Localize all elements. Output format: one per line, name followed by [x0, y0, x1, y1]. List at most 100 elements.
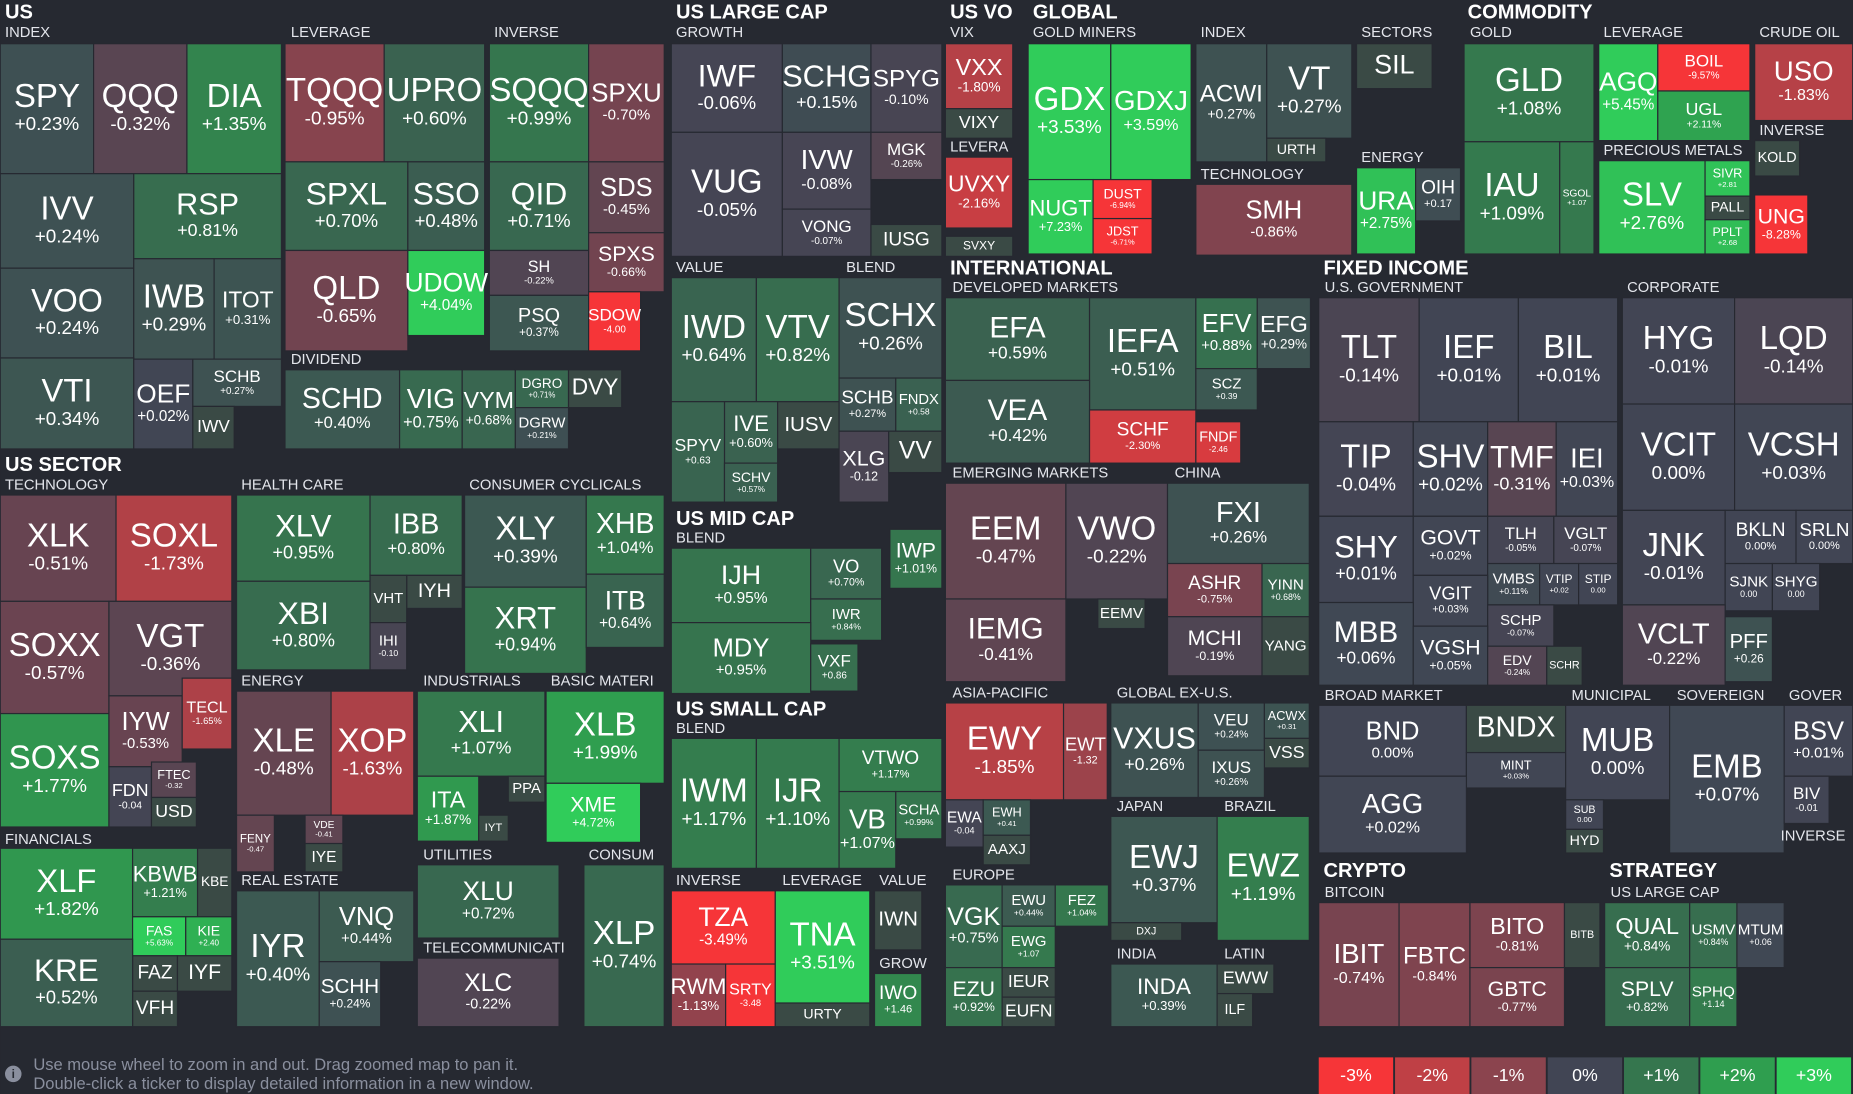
ticker-tile[interactable]: [588, 232, 665, 293]
ticker-tile[interactable]: [1621, 509, 1726, 606]
ticker-tile[interactable]: [588, 43, 665, 163]
ticker-tile[interactable]: [0, 847, 134, 940]
ticker-tile[interactable]: [416, 957, 560, 1028]
ticker-tile[interactable]: [588, 161, 665, 234]
ticker-tile[interactable]: [838, 430, 890, 503]
ticker-tile[interactable]: [1166, 562, 1263, 618]
ticker-tile[interactable]: [670, 547, 812, 624]
ticker-tile[interactable]: [982, 799, 1032, 836]
ticker-tile[interactable]: [235, 690, 332, 816]
ticker-tile[interactable]: [1195, 183, 1353, 256]
ticker-tile[interactable]: [1465, 704, 1567, 754]
ticker-tile[interactable]: [1487, 645, 1548, 686]
ticker-tile[interactable]: [1261, 616, 1310, 677]
ticker-tile[interactable]: [1604, 966, 1691, 1028]
ticker-tile[interactable]: [870, 223, 943, 257]
ticker-tile[interactable]: [838, 377, 897, 432]
ticker-tile[interactable]: [1563, 902, 1601, 969]
ticker-tile[interactable]: [670, 43, 783, 133]
ticker-tile[interactable]: [1355, 167, 1417, 255]
ticker-tile[interactable]: [369, 622, 408, 671]
ticker-tile[interactable]: [1097, 598, 1146, 630]
ticker-tile[interactable]: [369, 494, 463, 576]
ticker-tile[interactable]: [192, 405, 235, 450]
ticker-tile[interactable]: [1578, 562, 1619, 606]
ticker-tile[interactable]: [133, 173, 283, 260]
ticker-tile[interactable]: [1092, 217, 1153, 255]
ticker-tile[interactable]: [889, 528, 943, 589]
ticker-tile[interactable]: [670, 963, 727, 1028]
ticker-tile[interactable]: [1754, 139, 1801, 177]
ticker-tile[interactable]: [1398, 902, 1471, 1028]
ticker-tile[interactable]: [1412, 421, 1489, 517]
ticker-tile[interactable]: [1736, 902, 1785, 969]
ticker-tile[interactable]: [1195, 421, 1242, 464]
ticker-tile[interactable]: [235, 814, 275, 873]
ticker-tile[interactable]: [1704, 219, 1751, 255]
ticker-tile[interactable]: [1465, 751, 1567, 789]
ticker-tile[interactable]: [1463, 43, 1595, 143]
ticker-tile[interactable]: [1027, 178, 1094, 255]
ticker-tile[interactable]: [755, 277, 840, 403]
ticker-tile[interactable]: [1415, 167, 1462, 222]
ticker-tile[interactable]: [895, 377, 943, 432]
ticker-tile[interactable]: [1565, 704, 1671, 801]
ticker-tile[interactable]: [1704, 160, 1751, 197]
ticker-tile[interactable]: [1565, 828, 1605, 854]
ticker-tile[interactable]: [369, 574, 408, 624]
ticker-tile[interactable]: [115, 494, 233, 602]
ticker-tile[interactable]: [1517, 297, 1619, 423]
ticker-tile[interactable]: [284, 369, 401, 450]
ticker-tile[interactable]: [888, 430, 943, 474]
ticker-tile[interactable]: [670, 737, 757, 869]
ticker-tile[interactable]: [235, 890, 320, 1028]
ticker-tile[interactable]: [330, 690, 415, 816]
ticker-tile[interactable]: [407, 249, 486, 337]
ticker-tile[interactable]: [0, 712, 110, 828]
ticker-tile[interactable]: [1166, 616, 1263, 677]
ticker-tile[interactable]: [670, 890, 776, 965]
ticker-tile[interactable]: [1110, 963, 1218, 1028]
ticker-tile[interactable]: [1195, 368, 1258, 411]
ticker-tile[interactable]: [1197, 702, 1265, 751]
ticker-tile[interactable]: [488, 161, 590, 252]
ticker-tile[interactable]: [1689, 966, 1738, 1028]
ticker-tile[interactable]: [1092, 178, 1153, 220]
ticker-tile[interactable]: [318, 890, 415, 963]
ticker-tile[interactable]: [781, 43, 872, 133]
ticker-tile[interactable]: [488, 249, 590, 296]
ticker-tile[interactable]: [1216, 815, 1310, 942]
ticker-tile[interactable]: [725, 963, 776, 1028]
ticker-tile[interactable]: [585, 494, 665, 575]
ticker-tile[interactable]: [1487, 421, 1557, 517]
ticker-tile[interactable]: [944, 108, 1014, 139]
ticker-tile[interactable]: [1110, 43, 1192, 181]
ticker-tile[interactable]: [1598, 160, 1706, 255]
ticker-tile[interactable]: [235, 580, 371, 671]
ticker-tile[interactable]: [398, 369, 463, 450]
ticker-tile[interactable]: [416, 864, 560, 939]
ticker-tile[interactable]: [670, 622, 812, 695]
ticker-tile[interactable]: [1469, 966, 1566, 1028]
ticker-tile[interactable]: [478, 814, 509, 842]
ticker-tile[interactable]: [133, 358, 194, 450]
ticker-tile[interactable]: [1054, 884, 1110, 927]
ticker-tile[interactable]: [1724, 616, 1773, 683]
ticker-tile[interactable]: [944, 156, 1014, 229]
ticker-tile[interactable]: [1724, 562, 1773, 612]
ticker-tile[interactable]: [176, 955, 233, 992]
ticker-tile[interactable]: [1195, 297, 1258, 370]
ticker-tile[interactable]: [1754, 194, 1809, 255]
ticker-tile[interactable]: [838, 790, 897, 869]
ticker-tile[interactable]: [982, 834, 1032, 866]
ticker-tile[interactable]: [461, 369, 516, 450]
ticker-tile[interactable]: [416, 775, 480, 842]
ticker-tile[interactable]: [1263, 737, 1310, 769]
ticker-tile[interactable]: [185, 916, 233, 957]
ticker-tile[interactable]: [944, 598, 1067, 683]
ticker-tile[interactable]: [1621, 604, 1726, 686]
ticker-tile[interactable]: [1621, 297, 1736, 405]
ticker-tile[interactable]: [0, 43, 95, 175]
ticker-tile[interactable]: [944, 43, 1014, 110]
ticker-tile[interactable]: [810, 547, 883, 600]
